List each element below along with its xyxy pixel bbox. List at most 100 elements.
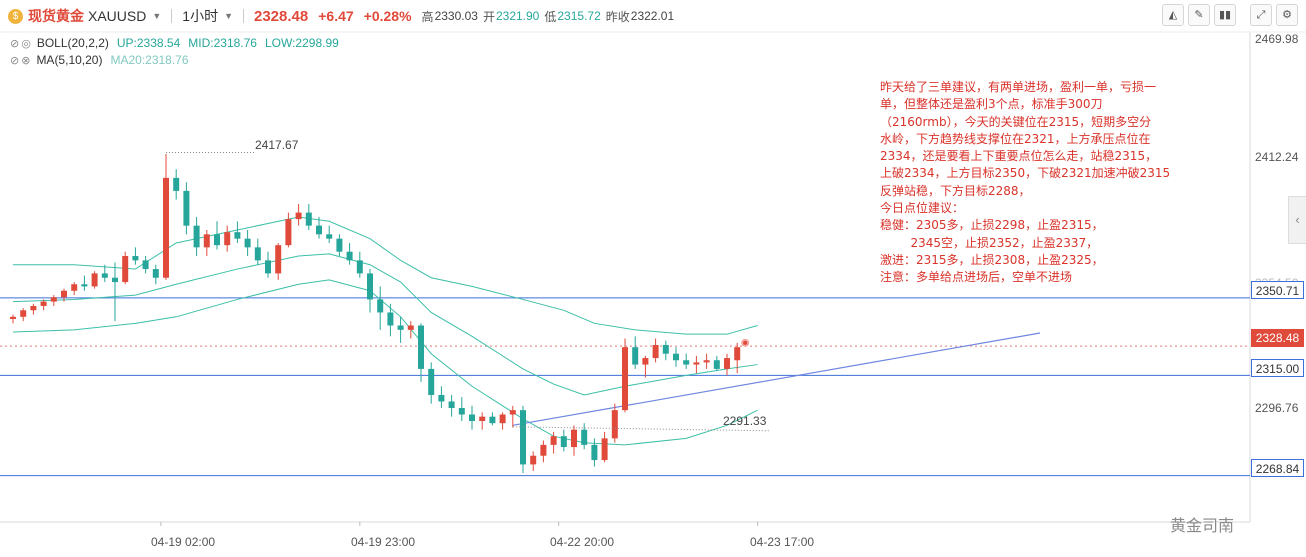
candle-body [571, 429, 577, 448]
candle-body [387, 312, 394, 326]
analysis-annotation: 昨天给了三单建议，有两单进场，盈利一单，亏损一 单，但整体还是盈利3个点，标准手… [880, 79, 1185, 287]
low-marker-label: 2291.33 [723, 414, 767, 428]
boll-up-value: UP:2338.54 [116, 36, 181, 50]
candle-body [713, 360, 720, 369]
symbol-name[interactable]: 现货黄金 [28, 8, 84, 24]
candle-body [71, 284, 78, 291]
low-marker-line [512, 426, 771, 432]
candle-style-icon[interactable]: ▮▮ [1214, 4, 1236, 26]
candle-body [662, 345, 669, 354]
candle-body [122, 256, 129, 283]
candle-body [10, 316, 16, 319]
ma-legend[interactable]: ⊘⊗ MA(5,10,20) MA20:2318.76 [10, 51, 189, 69]
candle-body [540, 444, 547, 456]
candle-body [642, 358, 649, 365]
candle-body [581, 429, 588, 445]
candle-body [275, 245, 282, 274]
annotation-line: 水岭，下方趋势线支撑位在2321，上方承压点位在 [880, 131, 1151, 146]
candle-body [520, 410, 526, 465]
candle-body [693, 362, 700, 365]
chart-toolbar: ◭ ✎ ▮▮ ⤢ ⚙ [1162, 4, 1298, 26]
trend-line [512, 332, 1041, 426]
symbol-dropdown-icon[interactable]: ▼ [152, 11, 162, 21]
price-change-percent: +0.28% [363, 8, 412, 24]
candle-body [326, 234, 333, 239]
header-divider [171, 9, 173, 23]
candle-body [30, 305, 37, 311]
candle-body [489, 416, 496, 424]
candle-body [265, 260, 271, 274]
candle-body [469, 414, 475, 421]
last-price: 2328.48 [254, 7, 309, 25]
draw-pen-icon[interactable]: ✎ [1188, 4, 1210, 26]
chart-type-icon[interactable]: ◭ [1162, 4, 1184, 26]
legend-toggle-icon[interactable]: ⊘◎ [10, 37, 33, 50]
candle-body [244, 238, 251, 248]
candle-body [20, 310, 27, 317]
annotation-line: 单，但整体还是盈利3个点，标准手300刀 [880, 97, 1103, 112]
candle-body [632, 347, 639, 365]
interval-selector[interactable]: 1小时 [182, 8, 219, 24]
hline-price-tag: 2350.71 [1251, 281, 1304, 299]
live-price-dot-core [743, 340, 748, 345]
candle-body [509, 410, 516, 415]
candle-body [622, 347, 628, 411]
annotation-line: 上破2334，上方目标2350，下破2321加速冲破2315 [880, 166, 1171, 181]
candle-body [428, 368, 435, 395]
candle-body [683, 360, 690, 365]
candle-body [479, 416, 486, 421]
candle-body [356, 260, 363, 274]
candle-body [448, 401, 455, 408]
candle-body [438, 394, 445, 402]
interval-dropdown-icon[interactable]: ▼ [224, 11, 233, 21]
candle-body [91, 273, 98, 287]
price-change: +6.47 [318, 8, 354, 24]
candle-body [601, 438, 608, 461]
settings-icon[interactable]: ⚙ [1276, 4, 1298, 26]
candle-body [193, 225, 200, 248]
open-value: 2321.90 [495, 9, 540, 23]
candle-body [173, 177, 180, 191]
annotation-line: 昨天给了三单建议，有两单进场，盈利一单，亏损一 [880, 80, 1157, 94]
annotation-line: 2345空，止损2352，止盈2337， [880, 235, 1099, 250]
prev-close-label: 昨收 [605, 9, 630, 24]
ma-name: MA(5,10,20) [36, 53, 103, 67]
hline-price-tag: 2315.00 [1251, 359, 1304, 377]
boll-lower-band [12, 279, 758, 446]
candle-body [61, 290, 67, 298]
candle-body [418, 325, 424, 369]
header-divider [243, 9, 244, 23]
candle-body [560, 436, 567, 448]
candle-body [305, 212, 312, 226]
symbol-header: $ 现货黄金 XAUUSD ▼ 1小时 ▼ 2328.48 +6.47 +0.2… [0, 0, 1306, 32]
coin-icon: $ [8, 8, 23, 24]
candle-body [367, 273, 373, 300]
prev-close-value: 2322.01 [630, 9, 675, 23]
candle-body [346, 251, 353, 261]
candle-body [50, 297, 57, 302]
high-value: 2330.03 [434, 9, 478, 23]
candle-body [591, 444, 598, 461]
legend-hidden-icon[interactable]: ⊘⊗ [10, 54, 33, 67]
fullscreen-icon[interactable]: ⤢ [1250, 4, 1272, 26]
annotation-line: 注意：多单给点进场后，空单不进场 [880, 270, 1073, 285]
candle-body [142, 260, 149, 270]
y-tick-label: 2412.24 [1255, 150, 1299, 164]
candle-body [499, 414, 506, 424]
annotation-line: 反弹站稳，下方目标2288， [880, 183, 1031, 198]
candle-body [407, 325, 414, 330]
candle-body [316, 225, 322, 235]
hline-price-tag: 2268.84 [1251, 459, 1304, 477]
candle-body [40, 301, 47, 306]
collapse-panel-icon[interactable]: ‹ [1288, 196, 1306, 244]
boll-mid-value: MID:2318.76 [188, 36, 257, 50]
candle-body [203, 234, 210, 248]
x-tick-label: 04-23 17:00 [750, 535, 815, 549]
symbol-code[interactable]: XAUUSD [88, 8, 147, 24]
x-tick-label: 04-19 23:00 [351, 535, 416, 549]
candle-body [81, 284, 88, 287]
annotation-line: （2160rmb），今天的关键位在2315，短期多空分 [880, 114, 1152, 129]
candle-body [724, 358, 730, 369]
boll-legend[interactable]: ⊘◎ BOLL(20,2,2) UP:2338.54 MID:2318.76 L… [10, 34, 339, 52]
